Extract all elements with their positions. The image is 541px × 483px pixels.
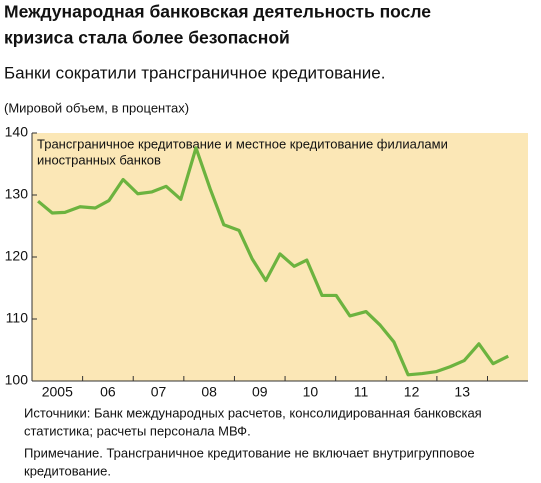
y-axis-label: (Мировой объем, в процентах) — [4, 100, 189, 115]
y-tick-label: 140 — [5, 124, 29, 140]
chart-title: кризиса стала более безопасной — [4, 28, 290, 48]
x-tick-label: 08 — [201, 384, 217, 400]
y-tick-label: 100 — [5, 372, 29, 388]
x-tick-label: 2005 — [42, 384, 73, 400]
note: статистика; расчеты персонала МВФ. — [24, 423, 251, 438]
y-tick-label: 120 — [5, 248, 29, 264]
annotation: Трансграничное кредитование и местное кр… — [37, 136, 448, 151]
x-tick-label: 11 — [354, 384, 369, 400]
x-tick-label: 07 — [151, 384, 167, 400]
chart-title: Международная банковская деятельность по… — [4, 2, 431, 22]
x-tick-label: 13 — [454, 384, 470, 400]
x-tick-label: 12 — [404, 384, 420, 400]
x-tick-label: 10 — [303, 384, 319, 400]
note: кредитование. — [24, 463, 111, 478]
y-tick-label: 110 — [6, 310, 29, 326]
data-line — [37, 146, 509, 377]
note: Примечание. Трансграничное кредитование … — [24, 445, 475, 460]
y-tick-label: 130 — [5, 186, 29, 202]
x-tick-label: 09 — [252, 384, 268, 400]
plot: 100 110 120 130 140 2005 06 07 08 09 10 11 12 13 Транс… — [5, 124, 528, 400]
note: Источники: Банк международных расчетов, … — [24, 405, 482, 420]
chart-subtitle: Банки сократили трансграничное кредитова… — [4, 63, 385, 82]
annotation: иностранных банков — [37, 152, 161, 167]
x-tick-label: 06 — [100, 384, 116, 400]
